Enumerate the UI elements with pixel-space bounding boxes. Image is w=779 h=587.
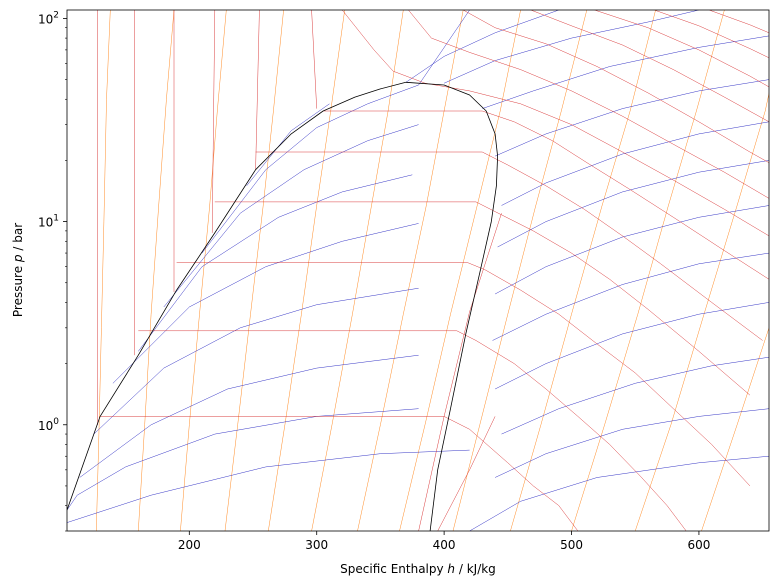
isentrope-line-21	[405, 10, 559, 83]
isotherm-line-7	[342, 10, 769, 237]
isobar-family-line-11	[571, 10, 725, 531]
isotherm-line-18	[211, 10, 216, 233]
isobar-family-line-6	[311, 10, 404, 531]
isotherm-line-20	[311, 10, 317, 109]
isotherm-line-3	[176, 262, 751, 487]
isotherm-line-2	[138, 330, 687, 531]
isentrope-line-19	[482, 35, 769, 109]
isentrope-line-20	[444, 10, 699, 84]
plot-area	[67, 10, 769, 531]
isotherm-line-22	[437, 416, 496, 531]
y-tick-label: 101	[38, 214, 59, 230]
x-tick-label: 200	[178, 538, 201, 552]
isobar-family-line-8	[399, 10, 521, 531]
isotherm-line-6	[323, 110, 769, 280]
isotherm-line-19	[255, 10, 260, 170]
isobar-family-line-2	[138, 10, 175, 531]
isentrope-line-12	[501, 356, 769, 435]
isobar-family-line-7	[357, 10, 464, 531]
isotherm-line-10	[530, 10, 769, 122]
isotherm-line-9	[463, 10, 769, 163]
x-tick-label: 600	[687, 538, 710, 552]
isobar-family-line-10	[510, 10, 656, 531]
isotherm-line-21	[418, 213, 502, 531]
x-tick-label: 300	[305, 538, 328, 552]
isotherm-line-4	[214, 201, 751, 396]
isentrope-line-2	[67, 408, 419, 511]
isobar-family-line-13	[701, 327, 769, 531]
y-tick-label: 100	[38, 417, 59, 433]
isentrope-line-4	[93, 287, 419, 435]
isentrope-line-7	[163, 124, 419, 308]
y-tick-label: 102	[38, 10, 59, 26]
isentrope-line-1	[67, 449, 470, 523]
x-axis-ticks: 200 300 400 500 600	[178, 531, 710, 552]
isotherm-line-11	[594, 10, 769, 88]
isentrope-line-5	[112, 223, 419, 384]
isotherm-line-8	[408, 10, 769, 199]
isobar-family-line-9	[452, 10, 588, 531]
saturation-dome-line-1	[67, 81, 407, 511]
y-axis-label: Pressure p / bar	[11, 223, 25, 317]
isotherm-line-5	[255, 151, 763, 341]
isentrope-line-15	[494, 205, 769, 295]
isobar-family-line-3	[180, 10, 227, 531]
isentrope-line-17	[501, 121, 769, 206]
x-tick-label: 500	[560, 538, 583, 552]
isobar-family-line-5	[268, 10, 345, 531]
isotherm-line-12	[654, 10, 769, 59]
isobar-family-line-4	[224, 10, 284, 531]
isentrope-line-16	[497, 160, 769, 248]
isentrope-line-9	[246, 103, 330, 186]
isobar-family-line-12	[634, 92, 769, 531]
isentrope-line-6	[138, 174, 413, 352]
isentrope-line-10	[469, 455, 769, 531]
saturation-dome-line-2	[405, 81, 498, 531]
isobar-family-line-1	[96, 10, 111, 531]
isentrope-line-11	[495, 408, 769, 478]
isentrope-line-8	[201, 10, 470, 254]
series-layer	[67, 10, 769, 531]
isentrope-line-14	[492, 252, 769, 341]
axes-frame	[66, 9, 770, 532]
y-axis-ticks: 100 101 102	[38, 10, 67, 532]
isotherm-line-13	[709, 10, 769, 34]
isentrope-line-3	[79, 354, 419, 478]
x-axis-label: Specific Enthalpy h / kJ/kg	[340, 562, 496, 576]
x-tick-label: 400	[433, 538, 456, 552]
isentrope-line-18	[495, 79, 769, 157]
